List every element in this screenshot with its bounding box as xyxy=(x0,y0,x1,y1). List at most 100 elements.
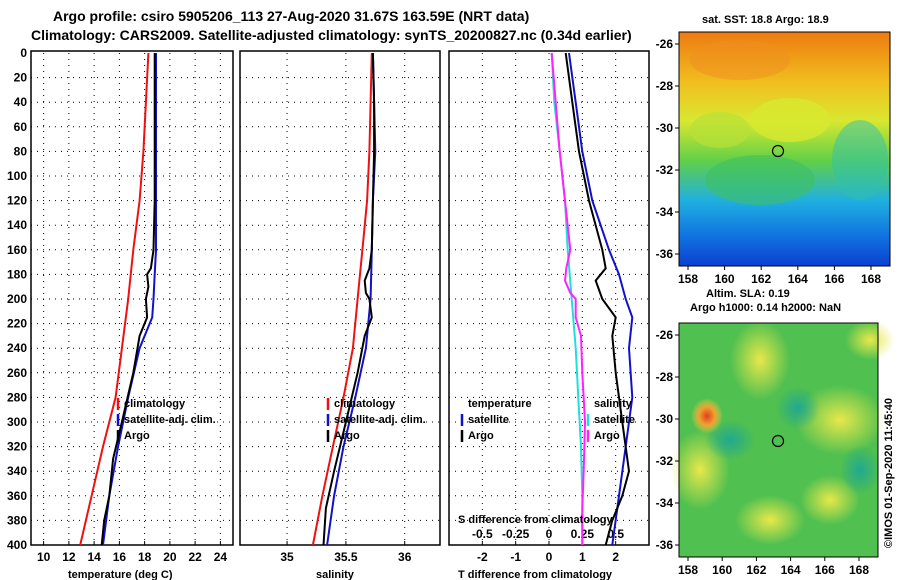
depth-tick-label: 280 xyxy=(7,390,27,404)
sst-map-axes: -26 -28 -30 -32 -34 -36 158 160 162 164 166 168 xyxy=(656,37,882,286)
depth-tick-label: 400 xyxy=(7,538,27,552)
temperature-panel xyxy=(30,50,234,546)
legend-satellite: satellite-adj. clim. xyxy=(334,414,426,426)
x-tick-label: 35.5 xyxy=(334,550,358,564)
x-tick-label: 22 xyxy=(188,550,202,564)
difference-xlabel-top: S difference from climatology xyxy=(458,514,614,526)
depth-tick-label: 80 xyxy=(14,144,28,158)
legend-climatology: climatology xyxy=(334,398,396,410)
map-y-tick-label: -26 xyxy=(656,37,674,51)
title-line-1: Argo profile: csiro 5905206_113 27-Aug-2… xyxy=(53,8,529,24)
x-tick-label: 2 xyxy=(612,550,619,564)
map-y-tick-label: -36 xyxy=(656,538,674,552)
legend-argo: Argo xyxy=(334,430,360,442)
sla-map-axes: -26 -28 -30 -32 -34 -36 158 160 162 164 166 168 xyxy=(656,328,870,577)
map-y-tick-label: -34 xyxy=(656,496,674,510)
argo-position-marker xyxy=(771,144,785,158)
series-climatology xyxy=(79,52,150,546)
map-x-tick-label: 168 xyxy=(861,272,881,286)
x-tick-label: 20 xyxy=(163,550,177,564)
legend-temperature-title: temperature xyxy=(468,398,532,410)
x-axis-ticks: 10 12 14 16 18 20 22 24 35 35.5 36 -2 -1 0 1 2-0.5 -0.25… xyxy=(37,527,624,564)
salinity-legend: climatology satellite-adj. clim. Argo xyxy=(326,398,426,442)
difference-xlabel: T difference from climatology xyxy=(458,569,613,580)
temperature-legend: climatology satellite-adj. clim. Argo xyxy=(116,398,216,442)
legend-s-satellite: satellite xyxy=(594,414,635,426)
x-tick-label: 10 xyxy=(37,550,51,564)
series-argo xyxy=(100,53,156,546)
depth-tick-label: 220 xyxy=(7,317,27,331)
difference-legend: temperature satellite Argo salinity sate… xyxy=(460,398,635,442)
map-x-tick-label: 164 xyxy=(781,563,801,577)
map-y-tick-label: -28 xyxy=(656,370,674,384)
depth-tick-label: 320 xyxy=(7,440,27,454)
map-x-tick-label: 164 xyxy=(788,272,808,286)
depth-tick-label: 340 xyxy=(7,464,27,478)
x-tick-label: 35 xyxy=(280,550,294,564)
map-x-tick-label: 160 xyxy=(712,563,732,577)
map-y-tick-label: -30 xyxy=(656,121,674,135)
sla-map xyxy=(670,320,895,558)
depth-tick-label: 380 xyxy=(7,513,27,527)
x-tick-label: 0 xyxy=(546,550,553,564)
depth-tick-label: 260 xyxy=(7,366,27,380)
sst-map xyxy=(678,31,891,267)
map-x-tick-label: 158 xyxy=(678,272,698,286)
series-temperature-argo xyxy=(564,52,631,546)
depth-axis: 0 20 40 60 80 100 120 140 160 180 200 220 240 260 280 3… xyxy=(7,46,27,552)
salinity-xlabel: salinity xyxy=(316,569,355,580)
s-diff-tick-label: 0.5 xyxy=(607,527,624,541)
depth-tick-label: 0 xyxy=(20,46,27,60)
depth-tick-label: 120 xyxy=(7,194,27,208)
legend-satellite: satellite-adj. clim. xyxy=(124,414,216,426)
depth-tick-label: 40 xyxy=(14,95,28,109)
legend-salinity-title: salinity xyxy=(594,398,633,410)
series-satellite-adj-clim- xyxy=(102,53,157,546)
legend-t-argo: Argo xyxy=(468,430,494,442)
x-tick-label: 24 xyxy=(214,550,228,564)
series-salinity-satellite xyxy=(550,52,584,545)
x-tick-label: 18 xyxy=(138,550,152,564)
series-climatology xyxy=(311,52,373,546)
map-y-tick-label: -34 xyxy=(656,205,674,219)
temperature-xlabel: temperature (deg C) xyxy=(68,569,173,580)
map-x-tick-label: 160 xyxy=(715,272,735,286)
depth-tick-label: 60 xyxy=(14,120,28,134)
legend-s-argo: Argo xyxy=(594,430,620,442)
depth-tick-label: 100 xyxy=(7,169,27,183)
x-tick-label: 14 xyxy=(87,550,101,564)
data-series xyxy=(79,52,634,546)
sst-map-title: sat. SST: 18.8 Argo: 18.9 xyxy=(702,14,829,26)
sla-map-title-2: Argo h1000: 0.14 h2000: NaN xyxy=(690,302,841,314)
map-x-tick-label: 168 xyxy=(849,563,869,577)
x-tick-label: 12 xyxy=(62,550,76,564)
legend-argo: Argo xyxy=(124,430,150,442)
x-tick-label: 16 xyxy=(113,550,127,564)
x-tick-label: 1 xyxy=(579,550,586,564)
map-y-tick-label: -32 xyxy=(656,163,674,177)
series-temperature-satellite xyxy=(568,52,634,546)
map-x-tick-label: 162 xyxy=(751,272,771,286)
s-diff-tick-label: -0.5 xyxy=(472,527,493,541)
map-y-tick-label: -26 xyxy=(656,328,674,342)
map-y-tick-label: -28 xyxy=(656,79,674,93)
x-tick-label: -2 xyxy=(477,550,488,564)
credit: ©IMOS 01-Sep-2020 11:45:40 xyxy=(883,398,895,548)
legend-climatology: climatology xyxy=(124,398,186,410)
x-tick-label: -1 xyxy=(510,550,521,564)
gridlines xyxy=(31,53,649,545)
map-y-tick-label: -36 xyxy=(656,247,674,261)
map-x-tick-label: 166 xyxy=(815,563,835,577)
sla-map-title-1: Altim. SLA: 0.19 xyxy=(706,288,790,300)
s-diff-tick-label: -0.25 xyxy=(502,527,530,541)
legend-t-satellite: satellite xyxy=(468,414,509,426)
map-x-tick-label: 158 xyxy=(678,563,698,577)
series-argo xyxy=(322,52,376,546)
title-line-2: Climatology: CARS2009. Satellite-adjuste… xyxy=(31,27,632,43)
salinity-panel xyxy=(239,50,441,546)
map-x-tick-label: 166 xyxy=(824,272,844,286)
map-y-tick-label: -30 xyxy=(656,412,674,426)
map-y-tick-label: -32 xyxy=(656,454,674,468)
x-tick-label: 36 xyxy=(398,550,412,564)
